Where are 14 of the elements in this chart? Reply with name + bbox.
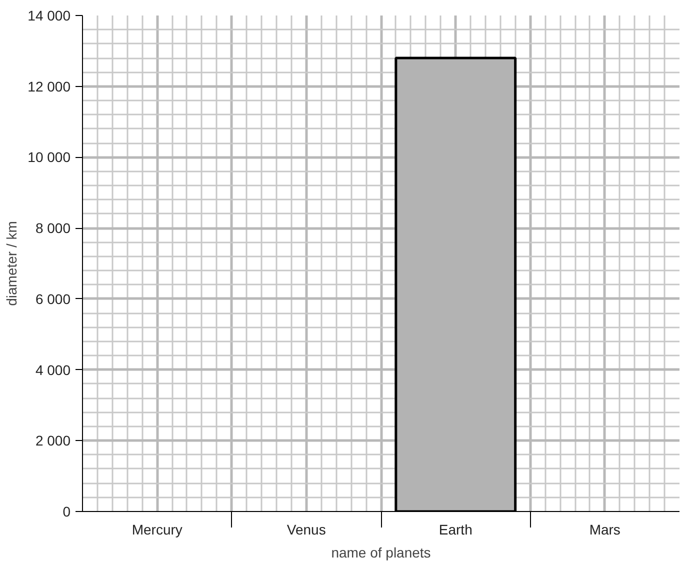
- y-tick-label: 4 000: [35, 362, 71, 378]
- x-axis-title: name of planets: [331, 544, 431, 560]
- x-tick-label: Mercury: [132, 522, 182, 538]
- y-tick-label: 8 000: [35, 220, 71, 236]
- y-tick-label: 0: [62, 504, 71, 520]
- y-tick-label: 12 000: [28, 78, 71, 94]
- x-tick-label: Earth: [438, 522, 472, 538]
- y-tick-label: 10 000: [28, 149, 71, 166]
- y-tick-label: 6 000: [35, 290, 71, 307]
- y-tick-label: 14 000: [28, 8, 71, 24]
- x-tick-label: Venus: [286, 522, 326, 538]
- y-axis-title: diameter / km: [4, 221, 20, 306]
- x-tick-label: Mars: [589, 522, 620, 538]
- y-tick-label: 2 000: [35, 432, 71, 449]
